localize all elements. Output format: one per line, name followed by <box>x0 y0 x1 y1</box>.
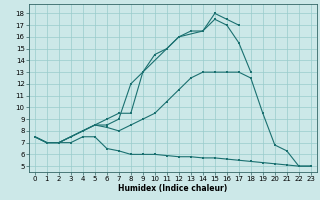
X-axis label: Humidex (Indice chaleur): Humidex (Indice chaleur) <box>118 184 228 193</box>
